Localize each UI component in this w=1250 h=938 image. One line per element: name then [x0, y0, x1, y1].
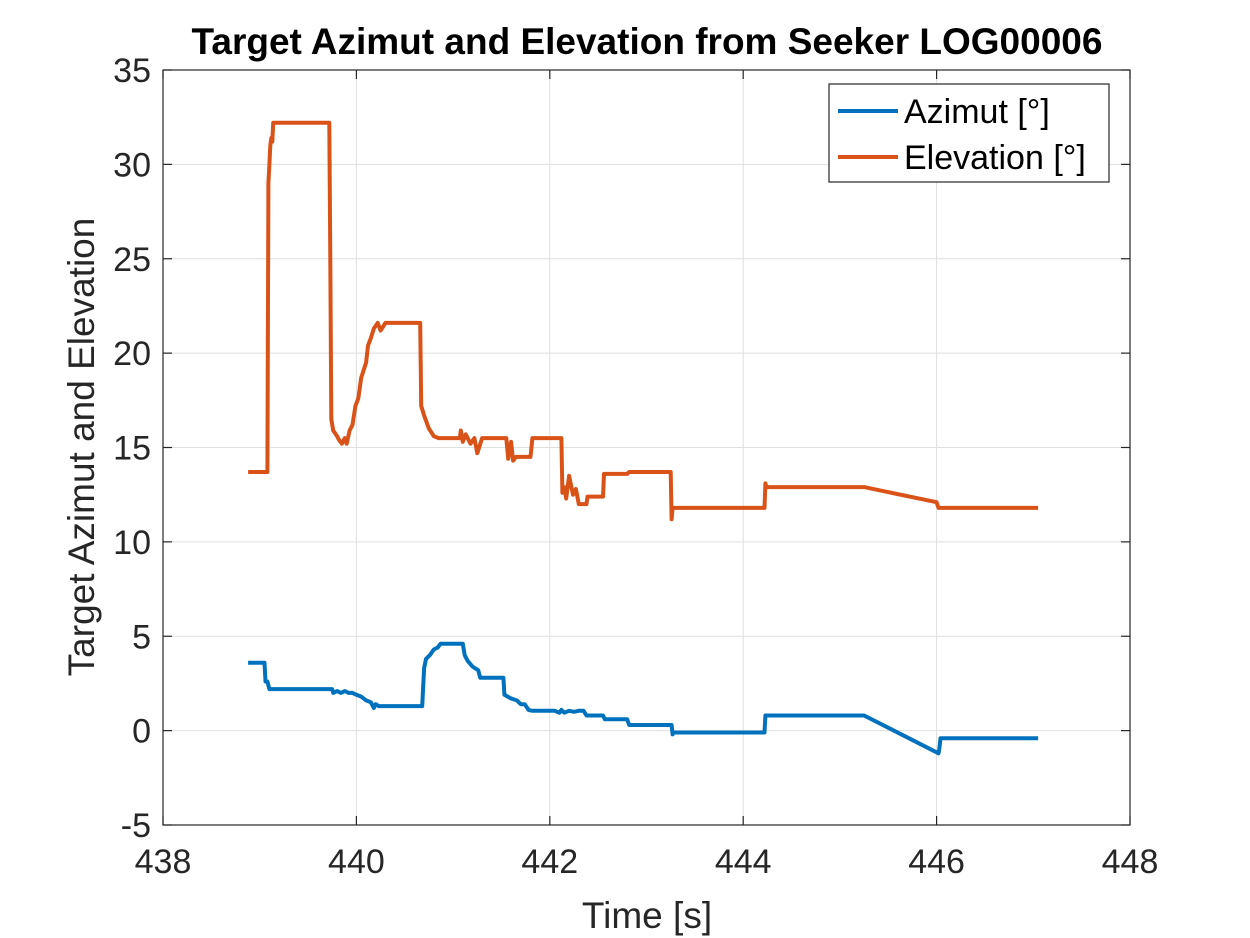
y-tick-label: 10	[113, 524, 151, 562]
legend-label-azimut: Azimut [°]	[904, 93, 1050, 131]
legend-label-elevation: Elevation [°]	[904, 139, 1086, 177]
x-tick-label: 448	[1102, 843, 1159, 881]
y-tick-label: 25	[113, 241, 151, 279]
x-axis-label: Time [s]	[582, 895, 712, 936]
x-tick-label: 442	[521, 843, 578, 881]
series-line-0	[248, 641, 1039, 756]
y-axis-label: Target Azimut and Elevation	[61, 218, 102, 677]
legend: Azimut [°] Elevation [°]	[828, 83, 1110, 183]
ticks: 438 440 442 444 446 448 -5 0 5 10 15 20 25 30 35	[113, 52, 1158, 881]
chart-title: Target Azimut and Elevation from Seeker …	[192, 21, 1103, 62]
x-tick-label: 438	[135, 843, 192, 881]
x-tick-label: 444	[715, 843, 772, 881]
y-tick-label: 35	[113, 52, 151, 90]
y-tick-label: -5	[121, 807, 151, 845]
series-line-1	[248, 120, 1039, 522]
x-tick-label: 446	[908, 843, 965, 881]
legend-box	[828, 83, 1110, 183]
y-tick-label: 5	[132, 618, 151, 656]
y-tick-label: 0	[132, 713, 151, 751]
y-tick-label: 30	[113, 146, 151, 184]
y-tick-label: 20	[113, 335, 151, 373]
series-layer	[248, 120, 1039, 756]
x-tick-label: 440	[328, 843, 385, 881]
y-tick-label: 15	[113, 430, 151, 468]
